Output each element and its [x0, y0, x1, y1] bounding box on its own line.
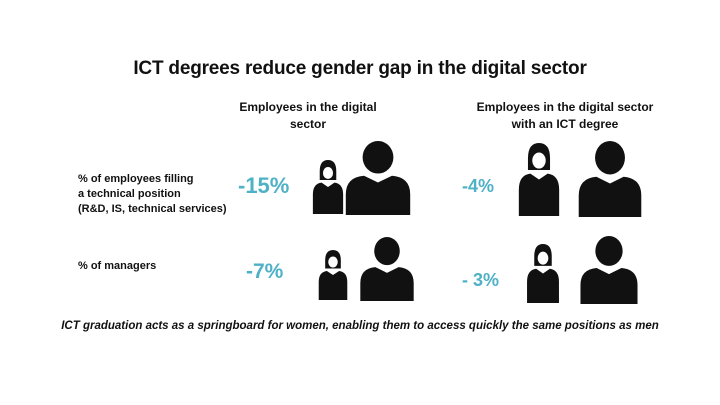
row-label-line2: a technical position	[78, 188, 181, 200]
row-label-line1: % of managers	[78, 260, 157, 272]
man-icon	[358, 237, 416, 301]
column-heading-line2: with an ICT degree	[511, 117, 619, 131]
page-title: ICT degrees reduce gender gap in the dig…	[133, 58, 587, 79]
gender-gap-value: -15%	[238, 173, 290, 198]
man-icon	[343, 141, 413, 215]
footer-note: ICT graduation acts as a springboard for…	[61, 320, 659, 332]
man-icon	[578, 236, 640, 304]
gender-gap-value: -4%	[462, 176, 495, 196]
column-heading-line2: sector	[289, 117, 327, 131]
row-label-technical-position: % of employees filling a technical posit…	[78, 172, 263, 217]
woman-icon	[524, 244, 562, 303]
gender-gap-value: -7%	[246, 260, 284, 283]
column-heading-ict-degree: Employees in the digital sector with an …	[455, 99, 675, 133]
man-icon	[576, 141, 644, 217]
row-label-line1: % of employees filling	[78, 173, 194, 185]
column-heading-line1: Employees in the digital	[239, 100, 377, 114]
row-label-managers: % of managers	[78, 259, 263, 274]
gender-gap-value: - 3%	[462, 270, 500, 290]
column-heading-digital-sector: Employees in the digital sector	[198, 99, 418, 133]
woman-icon	[316, 250, 350, 300]
woman-icon	[515, 143, 563, 216]
row-label-line3: (R&D, IS, technical services)	[78, 203, 227, 215]
woman-icon	[310, 160, 346, 214]
column-heading-line1: Employees in the digital sector	[476, 100, 654, 114]
